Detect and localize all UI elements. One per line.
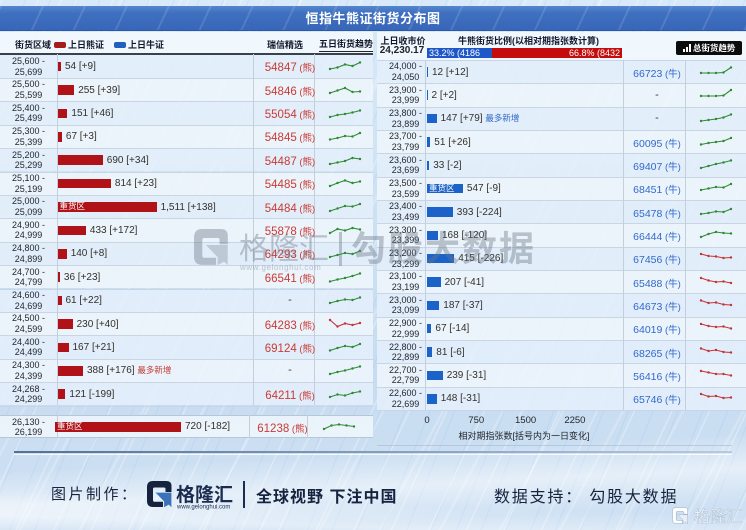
- svg-text:www.gelonghui.com: www.gelonghui.com: [239, 263, 321, 272]
- svg-text:勾股大数据: 勾股大数据: [351, 226, 536, 272]
- svg-text:格隆汇: 格隆汇: [694, 503, 742, 527]
- svg-text:格隆汇: 格隆汇: [176, 480, 233, 507]
- svg-text:www.gelonghui.com: www.gelonghui.com: [176, 505, 230, 511]
- svg-text:格隆汇: 格隆汇: [239, 226, 329, 268]
